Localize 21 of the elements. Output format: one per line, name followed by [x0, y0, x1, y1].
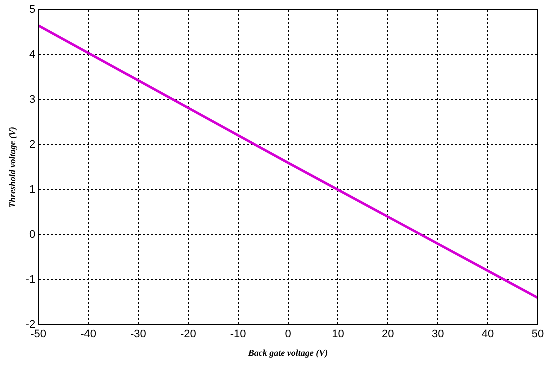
- y-tick-label: -1: [26, 274, 36, 286]
- x-tick-label: -40: [80, 328, 96, 341]
- y-tick-label: 0: [29, 229, 36, 242]
- x-tick-label: -50: [30, 328, 47, 341]
- y-tick-label: 2: [29, 139, 36, 152]
- y-axis-title: Threshold voltage (V): [8, 127, 18, 208]
- y-tick-label: -2: [26, 319, 36, 332]
- x-tick-label: -10: [230, 328, 246, 341]
- y-tick-label: 5: [29, 4, 36, 16]
- y-tick-label: 1: [29, 184, 36, 196]
- x-tick-label: 20: [382, 328, 394, 341]
- x-tick-label: 50: [532, 328, 544, 341]
- x-tick-label: 0: [285, 328, 292, 341]
- x-tick-label: 30: [432, 328, 444, 341]
- x-tick-label: 40: [482, 328, 494, 341]
- x-tick-label: 10: [332, 328, 344, 341]
- x-tick-label: -30: [130, 328, 146, 341]
- y-tick-label: 3: [29, 94, 36, 106]
- x-axis-title: Back gate voltage (V): [247, 348, 328, 358]
- x-tick-label: -20: [180, 328, 196, 341]
- y-tick-label: 4: [29, 49, 36, 62]
